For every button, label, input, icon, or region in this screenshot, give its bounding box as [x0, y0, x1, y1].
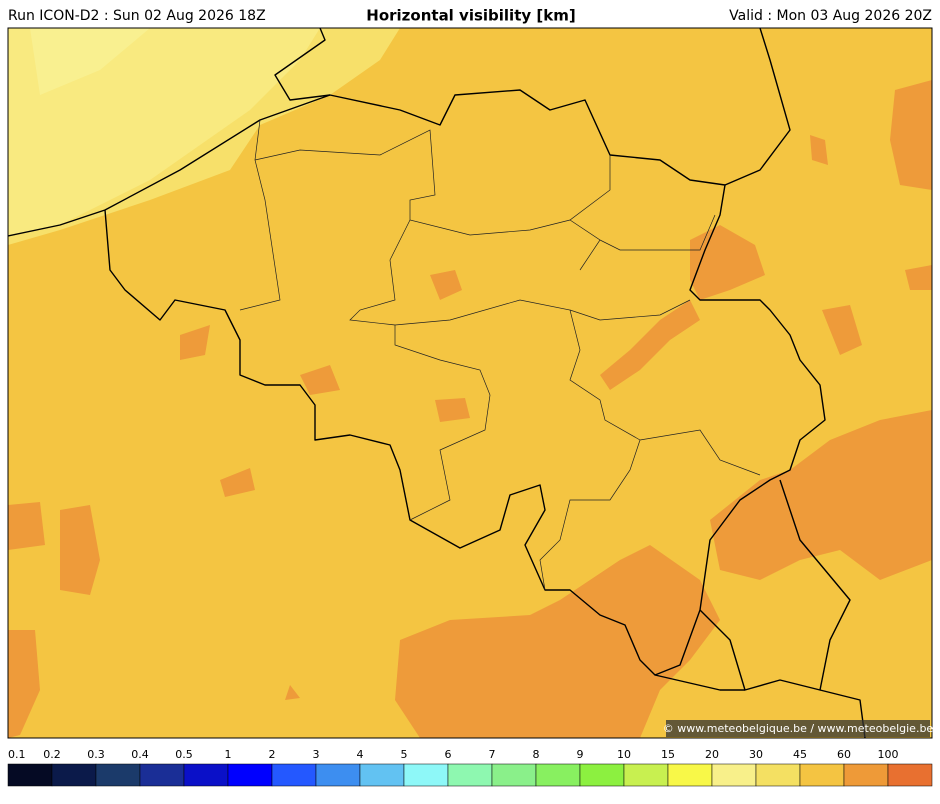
colorbar-label: 20: [705, 748, 719, 761]
colorbar-segment: [95, 763, 141, 787]
colorbar-segment: [843, 763, 889, 787]
colorbar-label: 5: [401, 748, 408, 761]
colorbar-segment: [447, 763, 493, 787]
colorbar-segment: [271, 763, 317, 787]
colorbar-segment: [491, 763, 537, 787]
colorbar-label: 2: [269, 748, 276, 761]
colorbar-label: 30: [749, 748, 763, 761]
colorbar-label: 3: [313, 748, 320, 761]
colorbar-label: 0.4: [131, 748, 149, 761]
colorbar-segment: [227, 763, 273, 787]
colorbar-segment: [887, 763, 933, 787]
colorbar-label: 0.1: [8, 748, 26, 761]
colorbar-label: 9: [577, 748, 584, 761]
run-label: Run ICON-D2 : Sun 02 Aug 2026 18Z: [8, 8, 266, 24]
valid-label: Valid : Mon 03 Aug 2026 20Z: [729, 8, 932, 24]
colorbar-segment: [755, 763, 801, 787]
colorbar: 0.1 0.2 0.3 0.4 0.5 1 2 3 4 5 6 7 8 9 10 15 20 30 45 60 100: [7, 748, 933, 787]
colorbar-label: 6: [445, 748, 452, 761]
colorbar-label: 0.2: [43, 748, 61, 761]
colorbar-segment: [799, 763, 845, 787]
colorbar-segment: [667, 763, 713, 787]
colorbar-segment: [403, 763, 449, 787]
colorbar-label: 1: [225, 748, 232, 761]
colorbar-segment: [51, 763, 97, 787]
colorbar-label: 7: [489, 748, 496, 761]
colorbar-label: 100: [878, 748, 899, 761]
colorbar-segment: [183, 763, 229, 787]
colorbar-segment: [623, 763, 669, 787]
colorbar-segment: [579, 763, 625, 787]
colorbar-label: 45: [793, 748, 807, 761]
colorbar-label: 0.3: [87, 748, 105, 761]
colorbar-segment: [315, 763, 361, 787]
colorbar-label: 0.5: [175, 748, 193, 761]
colorbar-label: 4: [357, 748, 364, 761]
colorbar-label: 10: [617, 748, 631, 761]
colorbar-segment: [7, 763, 53, 787]
colorbar-label: 15: [661, 748, 675, 761]
colorbar-segment: [711, 763, 757, 787]
colorbar-label: 60: [837, 748, 851, 761]
title: Horizontal visibility [km]: [366, 7, 575, 25]
colorbar-segment: [359, 763, 405, 787]
colorbar-segment: [535, 763, 581, 787]
credit: © www.meteobelgique.be / www.meteobelgie…: [663, 722, 934, 735]
map: © www.meteobelgique.be / www.meteobelgie…: [7, 27, 934, 739]
colorbar-segment: [139, 763, 185, 787]
colorbar-label: 8: [533, 748, 540, 761]
